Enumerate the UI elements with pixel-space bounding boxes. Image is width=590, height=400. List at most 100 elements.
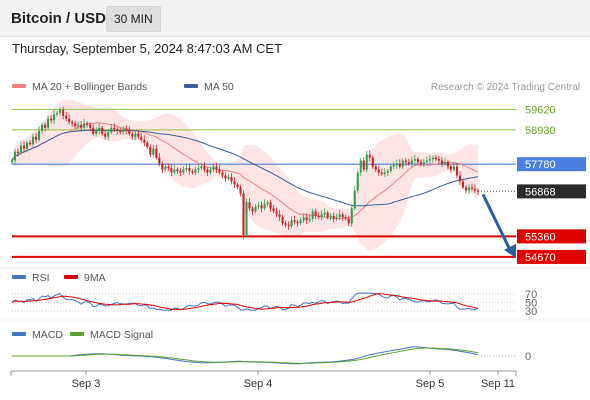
candle-body [398, 163, 401, 167]
candle-body [47, 118, 50, 128]
candle-body [239, 187, 242, 194]
candle-body [173, 169, 176, 173]
candle-body [320, 214, 323, 218]
candle-body [143, 139, 146, 143]
candle-body [218, 169, 221, 173]
candle-body [53, 114, 56, 121]
candle-body [314, 211, 317, 216]
candle-body [413, 159, 416, 161]
candle-body [302, 217, 305, 221]
candle-body [308, 218, 311, 221]
candle-body [392, 165, 395, 167]
candle-body [245, 202, 248, 236]
candle-body [431, 157, 434, 160]
candle-body [359, 160, 362, 173]
legend-swatch [64, 275, 78, 279]
candle-body [10, 160, 14, 163]
candle-body [371, 157, 374, 167]
candle-body [128, 130, 131, 134]
candle-body [221, 172, 224, 176]
candle-body [176, 169, 179, 172]
candle-body [16, 151, 20, 154]
candle-body [146, 142, 149, 148]
macd-tick-label: 0 [525, 351, 531, 363]
candle-body [326, 212, 329, 218]
candle-body [428, 159, 431, 161]
candle-body [446, 162, 449, 167]
resistance-label: 58930 [525, 125, 556, 137]
instrument-title: Bitcoin / USD [11, 10, 107, 27]
last-label: 56868 [525, 186, 556, 198]
resistance-label: 59620 [525, 104, 556, 116]
candle-body [227, 177, 230, 179]
candle-body [86, 123, 89, 125]
candle-body [131, 133, 134, 137]
bollinger-band-area [12, 99, 478, 251]
ma20-line [11, 122, 479, 220]
candle-body [410, 160, 413, 164]
candle-body [467, 187, 471, 191]
candle-body [383, 172, 386, 175]
candle-body [188, 168, 191, 172]
timeframe-button[interactable]: 30 MIN [106, 6, 161, 32]
candle-body [155, 148, 158, 158]
candle-body [83, 123, 86, 128]
candle-body [224, 175, 227, 179]
candle-body [377, 169, 380, 173]
candle-body [134, 133, 137, 137]
support-tag [517, 249, 586, 264]
candle-body [461, 181, 465, 188]
candle-body [206, 169, 209, 173]
candle-body [434, 157, 437, 160]
candle-body [95, 130, 98, 134]
candle-body [386, 171, 389, 173]
pivot-label: 57780 [525, 159, 556, 171]
candle-body [311, 211, 314, 219]
candle-body [380, 172, 383, 175]
legend-label: MACD [32, 329, 63, 341]
candle-body [419, 162, 422, 164]
x-tick-label: Sep 3 [72, 378, 101, 390]
candle-body [119, 130, 122, 133]
candle-body [287, 224, 290, 227]
candle-body [209, 169, 212, 173]
candle-body [152, 148, 155, 155]
candle-body [278, 214, 281, 218]
candle-body [212, 166, 215, 170]
candle-body [110, 127, 113, 133]
support-label: 54670 [525, 252, 556, 264]
candle-body [38, 130, 41, 140]
candle-body [284, 223, 287, 225]
legend-label: MA 20 + Bollinger Bands [32, 81, 147, 93]
candle-body [395, 163, 398, 166]
candle-body [269, 202, 272, 209]
candle-body [149, 147, 152, 155]
candle-body [161, 163, 164, 170]
candle-body [194, 169, 197, 173]
candle-body [215, 166, 218, 170]
candle-body [296, 221, 299, 224]
candle-body [167, 166, 170, 169]
candle-body [362, 160, 365, 170]
candle-body [293, 220, 296, 222]
candle-body [35, 136, 38, 140]
candle-body [98, 127, 101, 131]
support-tag [517, 229, 586, 244]
candle-body [71, 121, 74, 124]
chart-header: Bitcoin / USD 30 MIN [0, 0, 590, 37]
candle-body [290, 220, 293, 227]
candle-body [203, 166, 206, 170]
candle-body [275, 211, 278, 215]
last-tag [517, 184, 586, 199]
rsi-line [11, 292, 479, 311]
candle-body [341, 214, 344, 218]
candle-body [464, 187, 468, 191]
legend-label: MA 50 [204, 81, 234, 93]
candle-body [62, 109, 65, 116]
candle-body [236, 184, 239, 188]
candle-body [305, 217, 308, 221]
candle-body [19, 145, 23, 154]
candle-body [242, 193, 245, 236]
rsi-tick-label: 30 [525, 306, 537, 318]
